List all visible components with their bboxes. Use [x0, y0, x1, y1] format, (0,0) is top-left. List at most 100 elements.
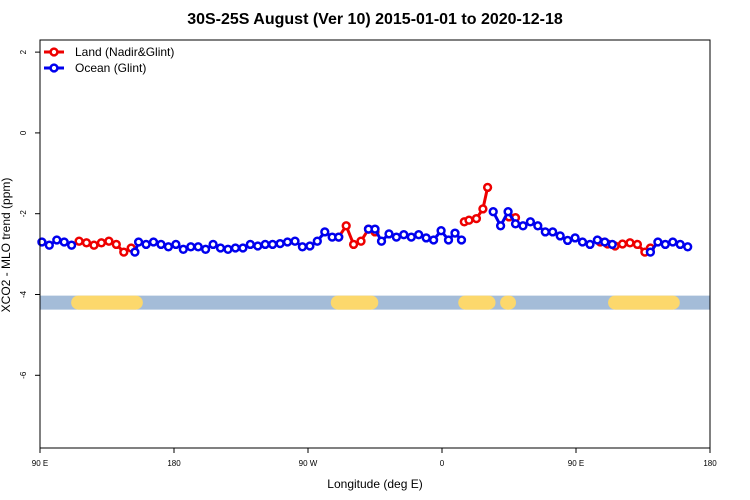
series-1-point-3-7: [540, 227, 550, 237]
series-1-point-3-16: [607, 239, 617, 250]
series-1-point-3-9: [555, 231, 565, 241]
series-1-point-2-2: [376, 236, 387, 246]
series-1-point-1-21: [282, 237, 293, 247]
series-1-point-1-3: [148, 237, 159, 247]
series-1-point-3-11: [570, 233, 580, 243]
x-tick-label-4: 90 E: [568, 459, 584, 468]
series-1-point-0-4: [66, 240, 77, 250]
series-1-point-2-4: [391, 232, 402, 242]
series-1-point-1-17: [253, 241, 263, 251]
series-0-point-0-3: [96, 238, 107, 248]
chart-title: 30S-25S August (Ver 10) 2015-01-01 to 20…: [187, 11, 563, 28]
series-1-point-1-20: [275, 238, 285, 249]
series-1-point-2-12: [450, 228, 460, 238]
series-0-point-2-1: [464, 215, 474, 225]
series-1-point-2-5: [399, 230, 409, 240]
series-1-point-3-2: [503, 207, 513, 217]
legend: Land (Nadir&Glint) Ocean (Glint): [44, 45, 174, 75]
x-axis-label: Longitude (deg E): [327, 477, 422, 491]
series-1-point-1-9: [193, 242, 203, 252]
series-1-point-4-1: [653, 237, 663, 247]
series-1-point-2-10: [436, 226, 446, 236]
series-1-point-2-6: [406, 232, 416, 242]
series-0-point-0-0: [74, 236, 84, 246]
y-axis: 2 0 -2 -4 -6: [19, 49, 40, 379]
series-1-point-1-22: [290, 236, 300, 246]
series-1-point-3-15: [600, 237, 610, 247]
series-1-point-1-19: [267, 239, 278, 250]
x-tick-label-2: 90 W: [299, 459, 318, 468]
series-1-point-2-8: [421, 233, 431, 243]
x-axis: 90 E 180 90 W 0 90 E 180: [32, 448, 717, 468]
series-0-point-1-1: [341, 221, 351, 231]
series-1-point-2-13: [456, 235, 467, 245]
series-1-point-3-5: [525, 217, 536, 227]
series-1-point-2-7: [414, 230, 424, 240]
series-0-point-0-1: [81, 238, 92, 248]
y-tick-label-0: 2: [19, 49, 28, 54]
series-0-point-1-3: [356, 236, 366, 246]
series-1-point-1-10: [200, 244, 211, 254]
y-tick-label-4: -6: [19, 371, 28, 379]
series-1-point-1-16: [245, 239, 255, 250]
y-tick-label-3: -4: [19, 290, 28, 298]
series-1-point-4-2: [660, 239, 670, 250]
series-0-point-0-5: [111, 239, 121, 250]
series-0-point-2-4: [482, 182, 493, 193]
series-1-point-1-11: [208, 239, 218, 250]
series-1-point-1-1: [133, 237, 144, 247]
series-1-point-1-4: [156, 239, 166, 250]
series-1-point-3-4: [518, 221, 528, 231]
x-tick-label-1: 180: [167, 459, 181, 468]
series-1-point-0-3: [59, 237, 69, 247]
series-1-point-2-3: [384, 229, 394, 239]
series-1-point-4-0: [645, 247, 656, 257]
y-axis-label: XCO2 - MLO trend (ppm): [0, 178, 13, 313]
series-1-point-1-2: [141, 239, 151, 250]
series-1: [37, 207, 693, 257]
series-1-point-0-2: [52, 235, 62, 245]
series-0-point-4-5: [632, 239, 643, 250]
series-0-point-4-3: [617, 239, 628, 249]
series-1-point-1-5: [163, 242, 174, 252]
series-0-point-0-6: [119, 247, 129, 257]
series-1-point-3-14: [592, 235, 603, 245]
series-0-point-0-4: [104, 236, 114, 246]
series-1-point-3-1: [495, 221, 506, 231]
legend-marker-0: [49, 47, 59, 57]
series-1-point-1-25: [312, 236, 322, 246]
series-1-point-1-6: [171, 239, 181, 250]
series-1-point-4-5: [683, 242, 693, 252]
series-1-point-2-11: [443, 235, 454, 245]
series-1-point-1-0: [130, 247, 140, 257]
series-1-point-1-23: [297, 242, 308, 252]
series-0-point-2-2: [471, 213, 482, 224]
series-0-point-0-2: [89, 240, 99, 250]
series-1-point-3-10: [562, 235, 573, 246]
series-1-point-2-9: [428, 235, 439, 245]
series-1-point-1-28: [334, 232, 344, 242]
x-tick-label-0: 90 E: [32, 459, 48, 468]
plot-frame: [39, 39, 711, 449]
series-1-point-1-13: [223, 244, 233, 254]
series-1-point-4-3: [668, 237, 678, 247]
series-1-point-1-8: [186, 242, 196, 252]
series-1-point-3-3: [510, 219, 521, 229]
series-1-point-4-4: [675, 239, 685, 250]
y-tick-label-1: 0: [19, 130, 28, 135]
x-tick-label-5: 180: [703, 459, 717, 468]
x-tick-label-3: 0: [440, 459, 445, 468]
series-1-point-0-1: [44, 240, 54, 250]
series-1-point-1-26: [320, 227, 330, 237]
series-0-point-4-4: [625, 238, 635, 248]
series-1-point-1-7: [178, 244, 188, 254]
series-1-point-3-6: [533, 221, 543, 231]
series-1-point-3-12: [577, 237, 588, 247]
legend-label-1: Ocean (Glint): [75, 61, 146, 75]
legend-label-0: Land (Nadir&Glint): [75, 45, 174, 59]
series-1-point-1-24: [305, 241, 315, 251]
series-1-point-1-12: [215, 243, 226, 253]
legend-marker-1: [49, 63, 59, 73]
series-1-point-1-14: [230, 243, 241, 253]
